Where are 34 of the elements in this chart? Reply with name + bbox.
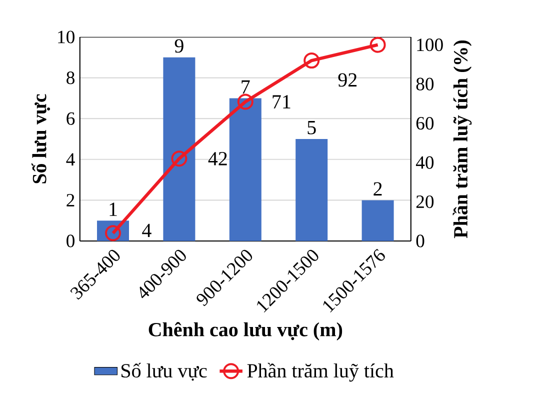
- data-label: 9: [174, 39, 184, 53]
- point: [370, 36, 386, 53]
- legend-label: Số lưu vực: [122, 362, 207, 381]
- y2-tick-label: 100: [417, 38, 443, 52]
- y2-tick-label: 80: [416, 78, 434, 90]
- y-tick-label: 0: [66, 234, 74, 248]
- point: [171, 150, 188, 167]
- data-label: 5: [308, 120, 316, 134]
- data-label: 4: [142, 224, 152, 238]
- bar: [296, 138, 328, 241]
- data-label: 71: [272, 95, 290, 108]
- x-axis-title: Chênh cao lưu vực (m): [148, 322, 342, 340]
- point: [304, 52, 320, 69]
- bar: [229, 98, 262, 241]
- y-tick-label: 8: [66, 71, 74, 84]
- bar: [163, 57, 196, 241]
- data-label: 1: [110, 202, 117, 216]
- data-label: 42: [208, 152, 227, 166]
- y2-tick-label: 40: [416, 156, 434, 169]
- y-tick-label: 4: [66, 153, 75, 166]
- y-tick-label: 6: [66, 112, 75, 125]
- data-label: 92: [338, 73, 357, 87]
- point: [237, 94, 254, 110]
- y2-axis-title: Phần trăm luỹ tích (%): [452, 40, 472, 238]
- y-axis-title: Số lưu vực: [32, 94, 50, 184]
- data-label: 7: [242, 80, 250, 94]
- y-tick-label: 2: [66, 194, 74, 206]
- legend-label: Phần trăm luỹ tích: [247, 362, 394, 382]
- data-label: 2: [374, 182, 382, 196]
- y2-tick-label: 60: [416, 116, 434, 130]
- y2-tick-label: 0: [416, 234, 424, 248]
- y-tick-label: 10: [58, 30, 74, 44]
- y2-tick-label: 20: [416, 195, 434, 208]
- bar: [362, 200, 394, 241]
